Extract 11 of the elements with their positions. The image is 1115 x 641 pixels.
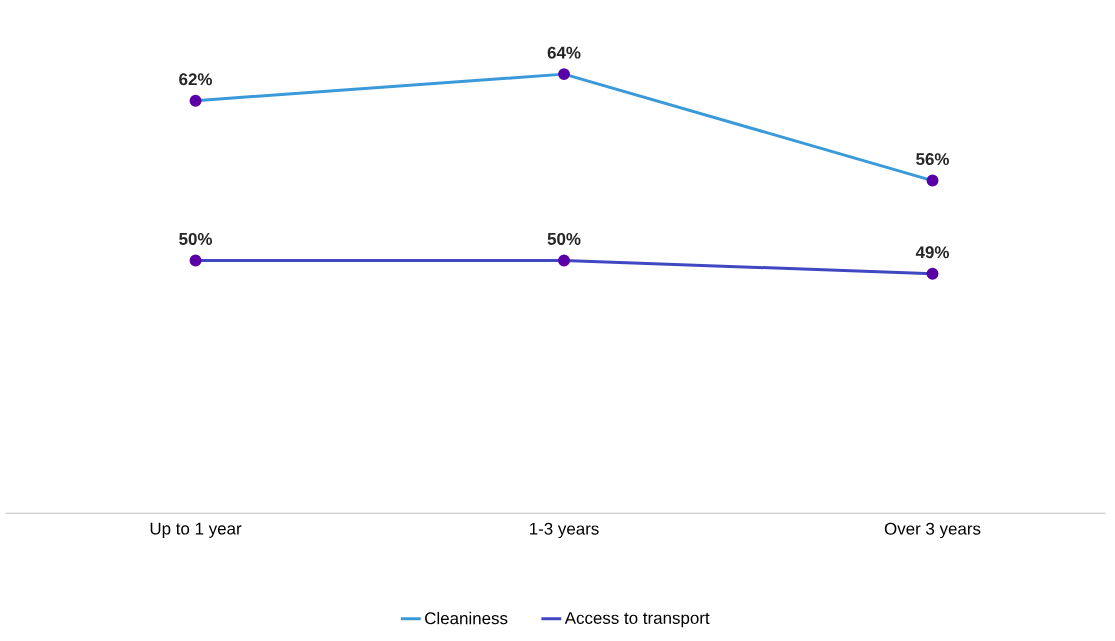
- data-label: 50%: [547, 232, 581, 245]
- data-label: 62%: [179, 73, 213, 86]
- x-tick-label: Up to 1 year: [150, 522, 242, 538]
- x-tick-label: 1-3 years: [530, 522, 599, 539]
- data-label: 64%: [547, 46, 581, 59]
- legend-label: Access to transport: [564, 612, 710, 628]
- data-label: 49%: [915, 246, 950, 259]
- x-tick-label: Over 3 years: [884, 522, 981, 539]
- data-label: 56%: [916, 153, 950, 166]
- legend-label: Cleaniness: [425, 611, 508, 625]
- data-label: 50%: [179, 232, 213, 245]
